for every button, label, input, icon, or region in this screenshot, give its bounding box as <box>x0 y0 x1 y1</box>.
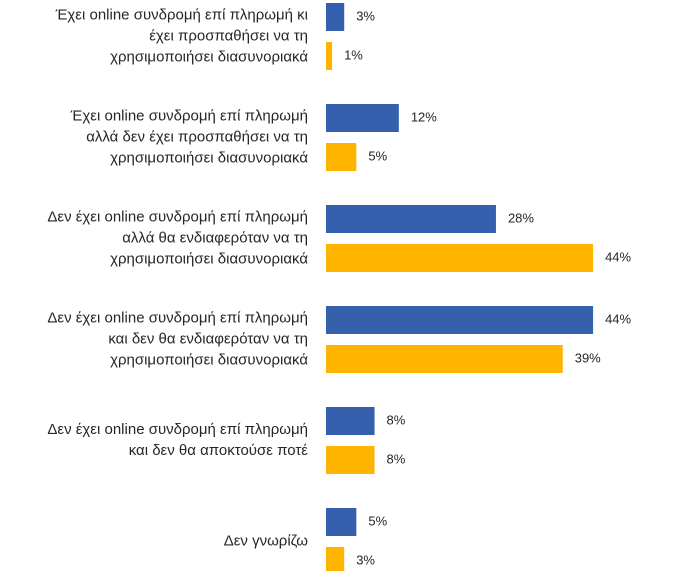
category-label: Δεν γνωρίζω <box>224 532 309 549</box>
bar <box>326 508 357 536</box>
value-label: 5% <box>368 148 387 163</box>
value-label: 8% <box>387 451 406 466</box>
value-label: 1% <box>344 47 363 62</box>
category-label: Δεν έχει online συνδρομή επί πληρωμή <box>47 421 308 438</box>
value-label: 3% <box>356 8 375 23</box>
category-label: χρησιμοποιήσει διασυνοριακά <box>110 48 308 65</box>
category-label: χρησιμοποιήσει διασυνοριακά <box>110 149 308 166</box>
bar <box>326 42 333 70</box>
bar <box>326 345 563 373</box>
value-label: 12% <box>411 109 437 124</box>
value-label: 28% <box>508 210 534 225</box>
category-label: αλλά θα ενδιαφερόταν να τη <box>122 229 308 246</box>
bar <box>326 205 496 233</box>
value-label: 8% <box>387 412 406 427</box>
category-label: χρησιμοποιήσει διασυνοριακά <box>110 250 308 267</box>
bar <box>326 407 375 435</box>
bar <box>326 104 399 132</box>
bar <box>326 547 345 571</box>
value-label: 44% <box>605 311 631 326</box>
category-label: Δεν έχει online συνδρομή επί πληρωμή <box>47 208 308 225</box>
category-label: Έχει online συνδρομή επί πληρωμή κι <box>55 6 308 23</box>
category-label: έχει προσπαθήσει να τη <box>149 27 308 44</box>
category-label: χρησιμοποιήσει διασυνοριακά <box>110 351 308 368</box>
category-label: και δεν θα ενδιαφερόταν να τη <box>108 330 308 347</box>
value-label: 3% <box>356 552 375 567</box>
category-label: Έχει online συνδρομή επί πληρωμή <box>70 107 308 124</box>
bar <box>326 306 594 334</box>
bar <box>326 446 375 474</box>
category-label: αλλά δεν έχει προσπαθήσει να τη <box>86 128 308 145</box>
bar <box>326 3 345 31</box>
bar <box>326 244 594 272</box>
value-label: 44% <box>605 249 631 264</box>
value-label: 39% <box>575 350 601 365</box>
bar <box>326 143 357 171</box>
value-label: 5% <box>368 513 387 528</box>
category-label: Δεν έχει online συνδρομή επί πληρωμή <box>47 309 308 326</box>
category-label: και δεν θα αποκτούσε ποτέ <box>129 442 309 459</box>
